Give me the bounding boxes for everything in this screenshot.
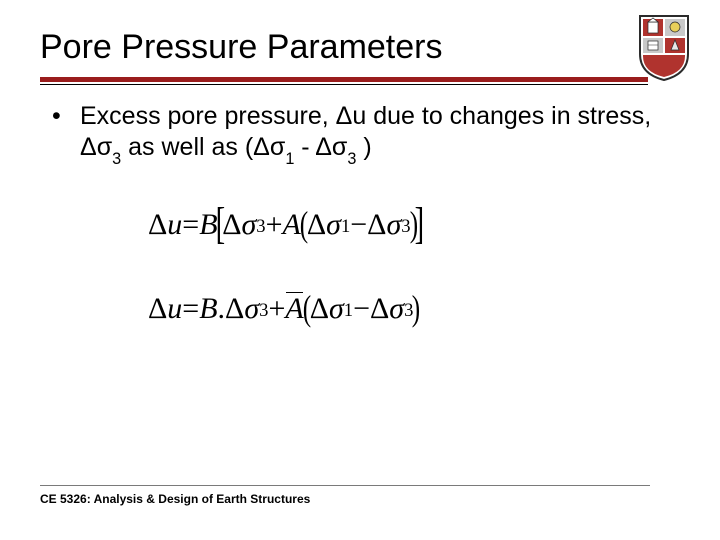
- var-u: u: [167, 294, 182, 324]
- dot: .: [218, 294, 226, 324]
- var-sigma: σ: [389, 294, 404, 324]
- plus: +: [268, 294, 285, 324]
- subscript: 3: [347, 150, 356, 168]
- left-paren: (: [300, 206, 308, 242]
- equation-2: Δu = B. Δσ3 + A ( Δσ1 − Δσ3 ): [148, 291, 668, 327]
- var-sigma: σ: [244, 294, 259, 324]
- footer-divider: [40, 485, 650, 486]
- var-a: A: [283, 210, 301, 240]
- bullet-text: Excess pore pressure, Δu due to changes …: [80, 101, 668, 167]
- var-sigma: σ: [242, 210, 257, 240]
- subscript: 1: [341, 218, 350, 237]
- right-paren: ): [412, 290, 420, 326]
- equals: =: [182, 294, 199, 324]
- delta-symbol: Δ: [148, 294, 167, 324]
- var-u: u: [167, 210, 182, 240]
- content: • Excess pore pressure, Δu due to change…: [0, 83, 720, 327]
- delta-symbol: Δ: [307, 210, 326, 240]
- text-fragment: as well as (: [121, 133, 253, 161]
- text-delta-sigma: Δσ: [80, 133, 112, 161]
- text-delta-u: Δu: [336, 102, 367, 130]
- text-fragment: Excess pore pressure,: [80, 102, 336, 130]
- slide-title: Pore Pressure Parameters: [40, 28, 680, 67]
- minus: −: [350, 210, 367, 240]
- var-sigma: σ: [326, 210, 341, 240]
- left-bracket: [: [215, 202, 225, 246]
- title-underline: [40, 77, 648, 83]
- header: Pore Pressure Parameters: [0, 0, 720, 83]
- left-paren: (: [302, 290, 310, 326]
- delta-symbol: Δ: [310, 294, 329, 324]
- text-delta-sigma: Δσ: [253, 133, 285, 161]
- bullet-item: • Excess pore pressure, Δu due to change…: [52, 101, 668, 167]
- subscript: 3: [259, 302, 268, 321]
- delta-symbol: Δ: [367, 210, 386, 240]
- var-sigma: σ: [386, 210, 401, 240]
- delta-symbol: Δ: [370, 294, 389, 324]
- subscript: 1: [285, 150, 294, 168]
- text-fragment: -: [294, 133, 315, 161]
- subscript: 1: [344, 302, 353, 321]
- text-fragment: due to changes in stress,: [366, 102, 651, 130]
- subscript: 3: [112, 150, 121, 168]
- subscript: 3: [256, 218, 265, 237]
- right-bracket: ]: [414, 202, 424, 246]
- delta-symbol: Δ: [222, 210, 241, 240]
- text-delta-sigma: Δσ: [315, 133, 347, 161]
- equals: =: [182, 210, 199, 240]
- var-sigma: σ: [329, 294, 344, 324]
- delta-symbol: Δ: [225, 294, 244, 324]
- delta-symbol: Δ: [148, 210, 167, 240]
- minus: −: [353, 294, 370, 324]
- slide: Pore Pressure Parameters • Excess pore p…: [0, 0, 720, 540]
- var-b: B: [199, 294, 217, 324]
- footer-text: CE 5326: Analysis & Design of Earth Stru…: [40, 492, 310, 506]
- bullet-marker: •: [52, 101, 80, 132]
- equations-block: Δu = B [ Δσ3 + A ( Δσ1 − Δσ3 ) ] Δu = B.…: [52, 167, 668, 327]
- var-a-bar: A: [285, 294, 303, 324]
- text-fragment: ): [356, 133, 371, 161]
- equation-1: Δu = B [ Δσ3 + A ( Δσ1 − Δσ3 ) ]: [148, 203, 668, 247]
- plus: +: [266, 210, 283, 240]
